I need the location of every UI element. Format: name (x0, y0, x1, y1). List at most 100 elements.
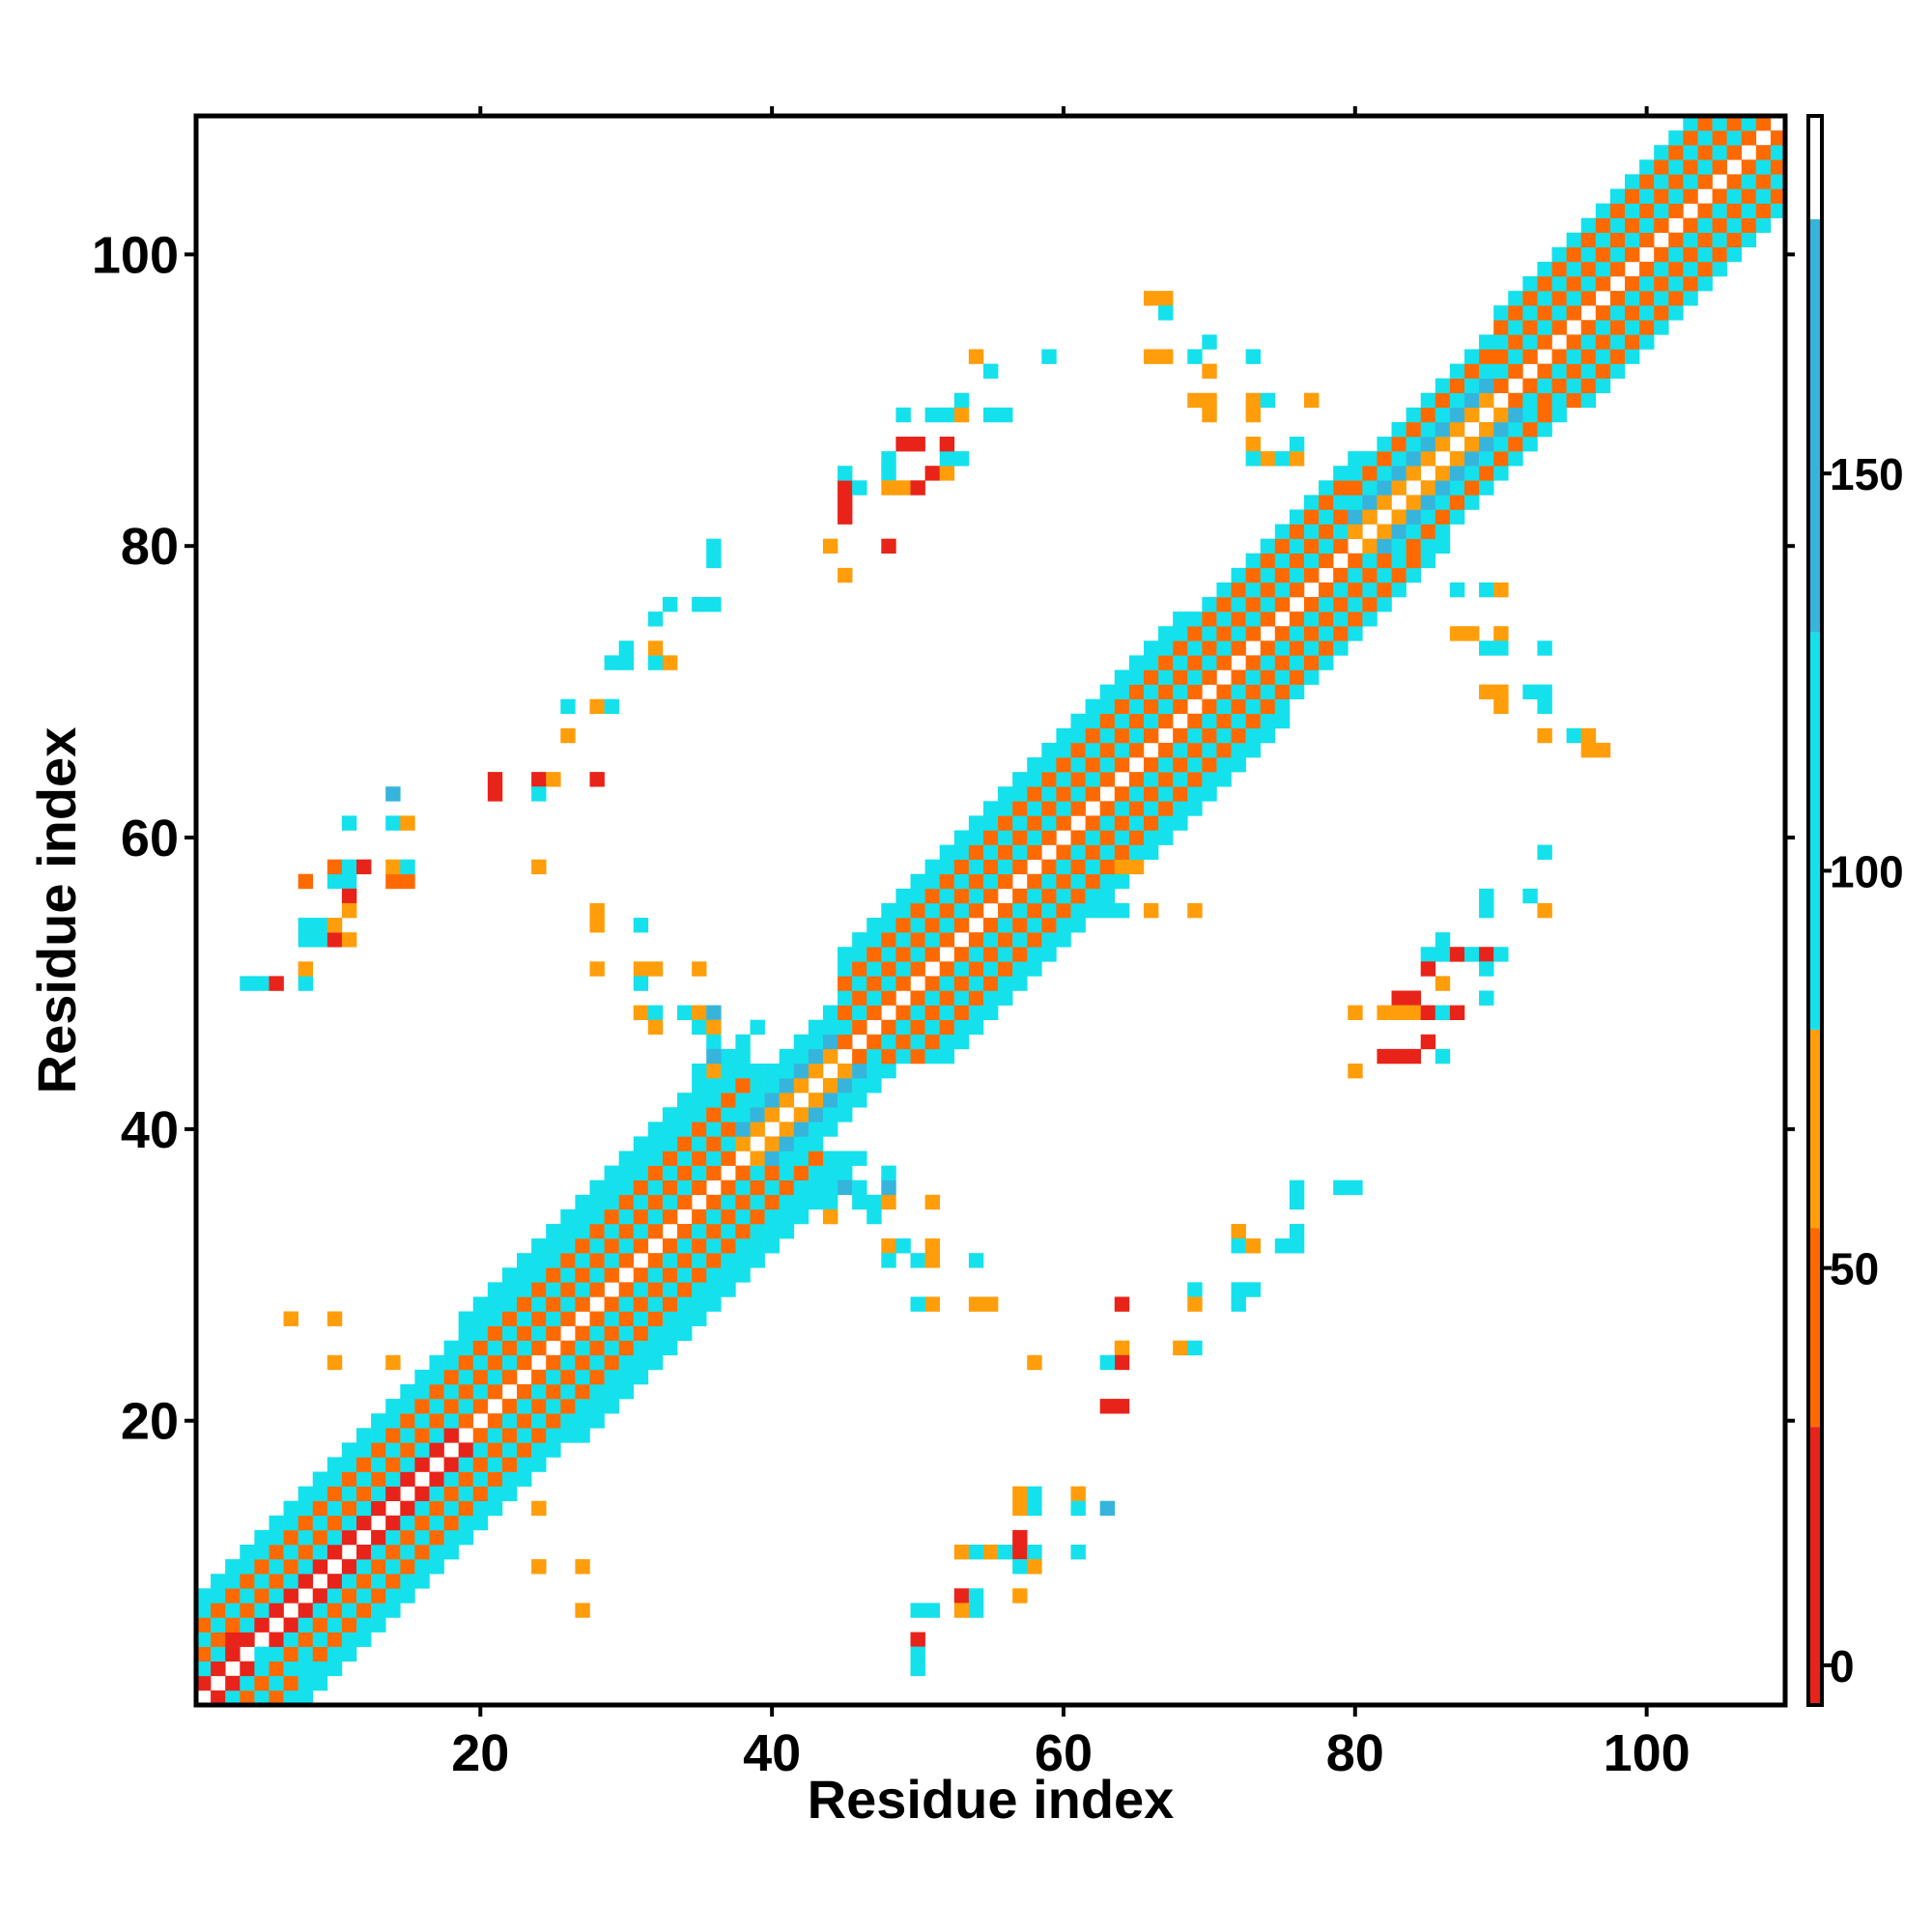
heatmap-cell (501, 1340, 518, 1356)
heatmap-cell (1202, 392, 1217, 409)
heatmap-cell (895, 437, 911, 452)
heatmap-cell (1697, 261, 1713, 277)
heatmap-cell (1639, 203, 1655, 218)
heatmap-cell (443, 1500, 459, 1517)
heatmap-cell (1609, 349, 1626, 364)
heatmap-cell (764, 1093, 780, 1108)
heatmap-cell (924, 1194, 940, 1210)
heatmap-cell (1027, 772, 1042, 787)
heatmap-cell (1362, 495, 1378, 510)
heatmap-cell (1085, 873, 1100, 890)
heatmap-cell (341, 1529, 357, 1546)
heatmap-cell (1319, 582, 1334, 598)
heatmap-cell (1143, 640, 1159, 656)
heatmap-cell (1391, 582, 1406, 598)
heatmap-cell (1216, 757, 1232, 773)
heatmap-cell (1435, 1048, 1451, 1065)
heatmap-cell (487, 1354, 503, 1371)
heatmap-cell (1479, 888, 1494, 904)
heatmap-cell (1303, 392, 1320, 409)
heatmap-cell (443, 1369, 459, 1385)
heatmap-cell (924, 1048, 940, 1065)
heatmap-cell (998, 786, 1013, 802)
heatmap-cell (385, 1544, 401, 1560)
heatmap-cell (1362, 567, 1378, 583)
heatmap-cell (881, 466, 896, 481)
heatmap-cell (1435, 509, 1451, 525)
heatmap-cell (517, 1383, 532, 1400)
heatmap-cell (1712, 130, 1727, 146)
heatmap-cell (1319, 480, 1334, 496)
heatmap-cell (414, 1500, 430, 1517)
heatmap-cell (517, 1253, 532, 1268)
heatmap-cell (531, 859, 547, 875)
heatmap-cell (1231, 669, 1246, 685)
heatmap-cell (1289, 582, 1305, 598)
heatmap-cell (618, 1311, 635, 1326)
heatmap-cell (604, 1325, 619, 1341)
heatmap-cell (546, 1413, 561, 1429)
heatmap-cell (1683, 116, 1698, 131)
heatmap-cell (501, 1413, 518, 1429)
heatmap-cell (998, 873, 1013, 890)
heatmap-cell (254, 1675, 270, 1691)
heatmap-cell (647, 655, 664, 670)
heatmap-cell (196, 1646, 212, 1662)
heatmap-cell (1449, 626, 1465, 641)
heatmap-cell (1114, 742, 1130, 758)
heatmap-cell (589, 1282, 605, 1297)
heatmap-cell (517, 1340, 532, 1356)
heatmap-cell (1216, 772, 1232, 787)
heatmap-cell (1245, 1238, 1261, 1254)
heatmap-cell (1683, 276, 1698, 292)
heatmap-cell (1099, 815, 1116, 831)
heatmap-cell (1158, 830, 1174, 845)
heatmap-cell (341, 932, 357, 948)
heatmap-cell (429, 1486, 444, 1502)
heatmap-cell (472, 1354, 489, 1371)
heatmap-cell (793, 1194, 810, 1210)
heatmap-cell (662, 1165, 678, 1180)
heatmap-cell (750, 1078, 765, 1094)
heatmap-cell (1114, 1340, 1130, 1356)
heatmap-cell (1493, 451, 1509, 467)
heatmap-cell (400, 815, 415, 831)
heatmap-cell (211, 1603, 226, 1618)
heatmap-cell (764, 1165, 780, 1180)
heatmap-cell (939, 437, 955, 452)
heatmap-cell (371, 1617, 386, 1633)
heatmap-cell (575, 1296, 590, 1312)
heatmap-cell (881, 451, 896, 467)
heatmap-cell (254, 1544, 270, 1560)
heatmap-cell (1609, 246, 1626, 263)
heatmap-cell (298, 1661, 314, 1677)
heatmap-cell (312, 1529, 328, 1546)
heatmap-cell (852, 976, 867, 991)
heatmap-cell (1449, 947, 1465, 962)
heatmap-cell (1070, 1500, 1086, 1517)
heatmap-cell (633, 1223, 649, 1239)
heatmap-cell (1348, 524, 1363, 539)
heatmap-cell (662, 1179, 678, 1196)
heatmap-cell (1624, 291, 1640, 306)
heatmap-cell (1726, 232, 1743, 248)
heatmap-cell (1522, 421, 1538, 438)
heatmap-cell (852, 1048, 867, 1065)
heatmap-cell (385, 1457, 401, 1472)
heatmap-cell (1245, 742, 1261, 758)
heatmap-cell (779, 1165, 795, 1180)
heatmap-cell (1493, 626, 1509, 641)
heatmap-cell (633, 1005, 649, 1020)
heatmap-cell (1435, 378, 1451, 394)
heatmap-cell (1741, 232, 1757, 248)
heatmap-cell (385, 1399, 401, 1414)
heatmap-cell (604, 1354, 619, 1371)
heatmap-cell (589, 1194, 605, 1210)
heatmap-cell (385, 1588, 401, 1604)
heatmap-cell (501, 1369, 518, 1385)
heatmap-cell (1420, 1034, 1436, 1050)
heatmap-cell (1449, 363, 1465, 379)
heatmap-cell (1202, 669, 1217, 685)
heatmap-cell (1128, 830, 1145, 845)
heatmap-cell (968, 1019, 984, 1036)
